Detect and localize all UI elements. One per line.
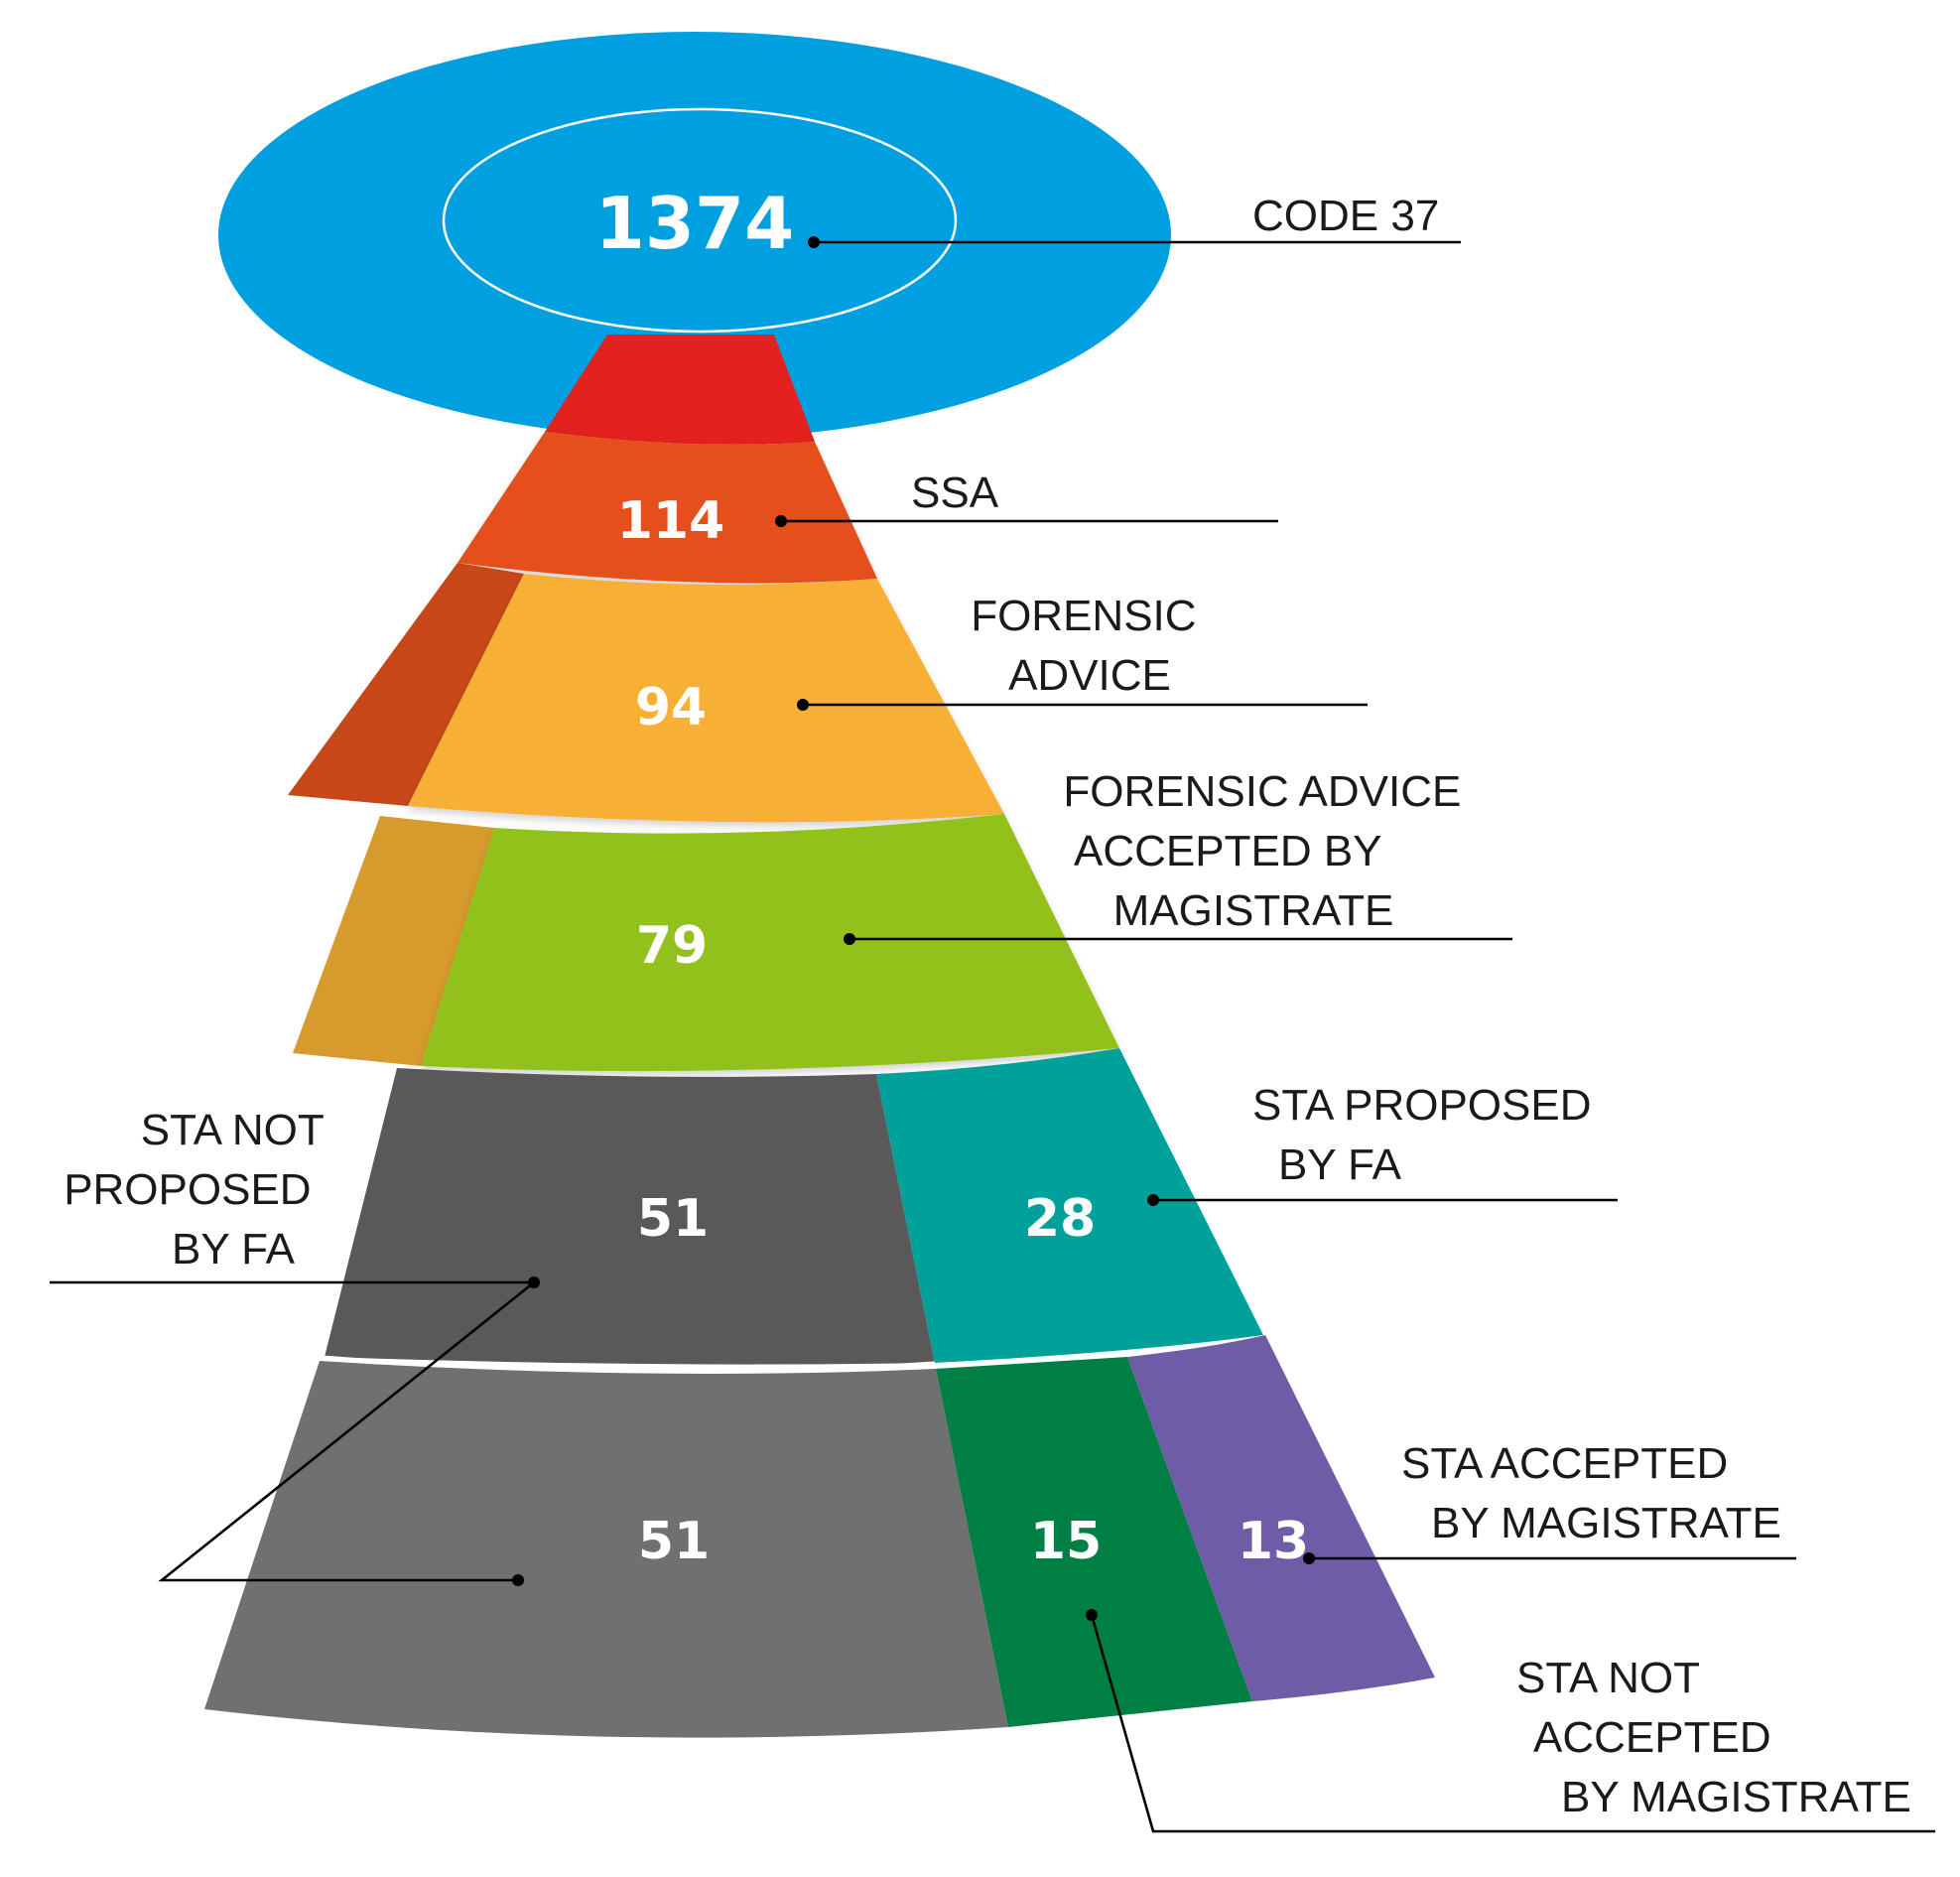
sta-not-accepted-label-line-3: BY MAGISTRATE — [1561, 1773, 1911, 1821]
sta-not-proposed-bottom-band — [204, 1361, 1008, 1738]
sta-not-proposed-dot — [528, 1276, 540, 1288]
ssa-dot — [775, 515, 787, 527]
ssa-label: SSA — [911, 469, 999, 517]
sta-not-accepted-label-line-2: ACCEPTED — [1533, 1713, 1771, 1762]
sta-proposed-label-line-2: BY FA — [1278, 1140, 1402, 1189]
sta-not-proposed-label-line-3: BY FA — [172, 1225, 296, 1274]
sta-not-proposed-leader — [50, 1280, 538, 1582]
accepted-band — [421, 814, 1119, 1072]
sta-not-proposed-bottom-value: 51 — [638, 1512, 710, 1571]
sta-not-proposed-label-line-2: PROPOSED — [64, 1165, 311, 1214]
accepted-dot — [844, 933, 855, 945]
accepted-value: 79 — [636, 916, 708, 976]
sta-proposed-value: 28 — [1024, 1189, 1096, 1249]
sta-not-proposed-label: STA NOT PROPOSED BY FA — [64, 1106, 335, 1274]
ssa-shade-segment — [288, 563, 524, 806]
red-neck-segment — [545, 335, 815, 445]
accepted-label-line-1: FORENSIC ADVICE — [1063, 767, 1461, 816]
sta-proposed-dot — [1147, 1194, 1159, 1206]
forensic-advice-label-line-2: ADVICE — [1008, 651, 1171, 700]
accepted-label-line-3: MAGISTRATE — [1113, 886, 1394, 935]
ssa-value: 114 — [617, 491, 725, 551]
code37-label: CODE 37 — [1252, 192, 1439, 240]
code37-inner-ring — [442, 107, 958, 334]
sta-accepted-label-line-2: BY MAGISTRATE — [1431, 1499, 1781, 1547]
forensic-advice-value: 94 — [635, 678, 707, 737]
sta-accepted-label-line-1: STA ACCEPTED — [1401, 1439, 1728, 1488]
sta-not-proposed-value: 51 — [637, 1189, 709, 1249]
sta-not-accepted-dot — [1086, 1609, 1098, 1621]
code37-ellipse — [218, 32, 1171, 439]
sta-not-accepted-leader — [1090, 1614, 1935, 1833]
forensic-advice-band — [408, 574, 1004, 823]
code37-dot — [808, 236, 820, 248]
forensic-shade-segment — [293, 816, 494, 1066]
sta-not-proposed-bottom-dot — [512, 1574, 524, 1586]
sta-not-accepted-band — [936, 1357, 1252, 1727]
sta-proposed-label: STA PROPOSED BY FA — [1252, 1081, 1604, 1189]
leader-lines — [50, 236, 1935, 1833]
sta-not-proposed-label-line-1: STA NOT — [141, 1106, 324, 1154]
forensic-advice-label: FORENSIC ADVICE — [971, 592, 1209, 700]
tier-separator — [322, 1355, 936, 1373]
sta-accepted-value: 13 — [1238, 1512, 1309, 1571]
sta-proposed-label-line-1: STA PROPOSED — [1252, 1081, 1592, 1130]
sta-accepted-band — [1127, 1335, 1435, 1701]
accepted-label: FORENSIC ADVICE ACCEPTED BY MAGISTRATE — [1063, 767, 1473, 935]
accepted-label-line-2: ACCEPTED BY — [1074, 827, 1381, 875]
forensic-advice-dot — [797, 699, 809, 711]
sta-accepted-label: STA ACCEPTED BY MAGISTRATE — [1401, 1439, 1781, 1547]
code37-value: 1374 — [595, 182, 794, 265]
sta-not-accepted-value: 15 — [1030, 1512, 1102, 1571]
ssa-band — [457, 432, 877, 584]
sta-proposed-band — [876, 1048, 1263, 1363]
sta-not-accepted-label: STA NOT ACCEPTED BY MAGISTRATE — [1516, 1654, 1911, 1821]
forensic-advice-label-line-1: FORENSIC — [971, 592, 1196, 640]
sta-accepted-dot — [1303, 1552, 1315, 1564]
sta-not-proposed-band — [325, 1068, 935, 1365]
sta-not-accepted-label-line-1: STA NOT — [1516, 1654, 1699, 1702]
